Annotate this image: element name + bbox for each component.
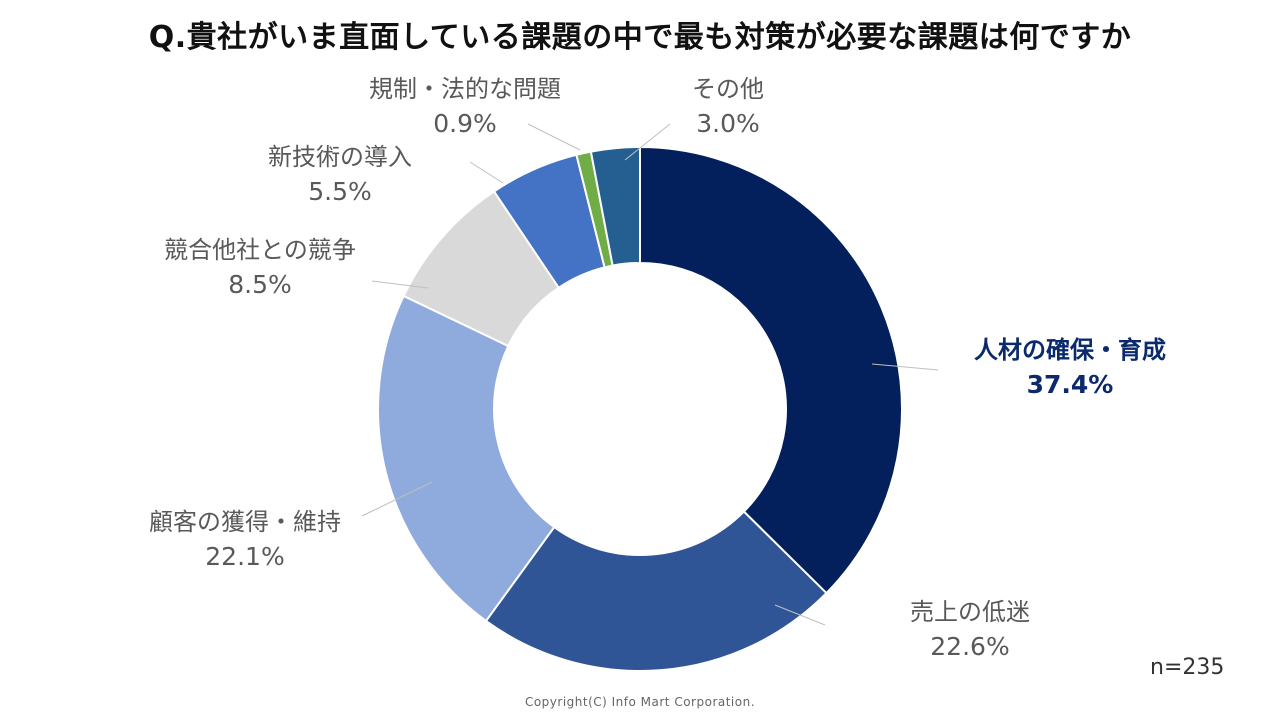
copyright-notice: Copyright(C) Info Mart Corporation. — [524, 695, 756, 709]
slice-label-1: 売上の低迷 — [910, 598, 1030, 626]
leader-line-3 — [371, 280, 429, 289]
sample-size-label: n=235 — [1150, 655, 1225, 680]
slice-1 — [484, 510, 828, 672]
leader-line-2 — [361, 481, 433, 517]
slice-value-4: 5.5% — [308, 177, 372, 206]
slice-6 — [589, 145, 641, 267]
leader-line-0 — [871, 363, 939, 371]
slice-label-4: 新技術の導入 — [268, 143, 412, 171]
slice-label-2: 顧客の獲得・維持 — [149, 508, 341, 536]
slice-value-0: 37.4% — [1027, 370, 1114, 399]
slice-value-6: 3.0% — [696, 109, 760, 138]
slice-label-6: その他 — [692, 75, 764, 103]
slice-label-0: 人材の確保・育成 — [974, 336, 1166, 364]
slice-value-3: 8.5% — [228, 270, 292, 299]
slice-0 — [639, 145, 903, 595]
chart-title: Q.貴社がいま直面している課題の中で最も対策が必要な課題は何ですか — [148, 20, 1132, 55]
slice-label-5: 規制・法的な問題 — [369, 75, 561, 103]
leader-line-6 — [624, 123, 671, 161]
leader-line-4 — [469, 161, 504, 184]
slice-2 — [377, 294, 556, 623]
slice-value-5: 0.9% — [433, 109, 497, 138]
slice-value-1: 22.6% — [930, 632, 1009, 661]
slice-label-3: 競合他社との競争 — [164, 236, 356, 264]
leader-line-1 — [774, 604, 826, 626]
leader-line-5 — [527, 123, 581, 151]
slice-value-2: 22.1% — [205, 542, 284, 571]
